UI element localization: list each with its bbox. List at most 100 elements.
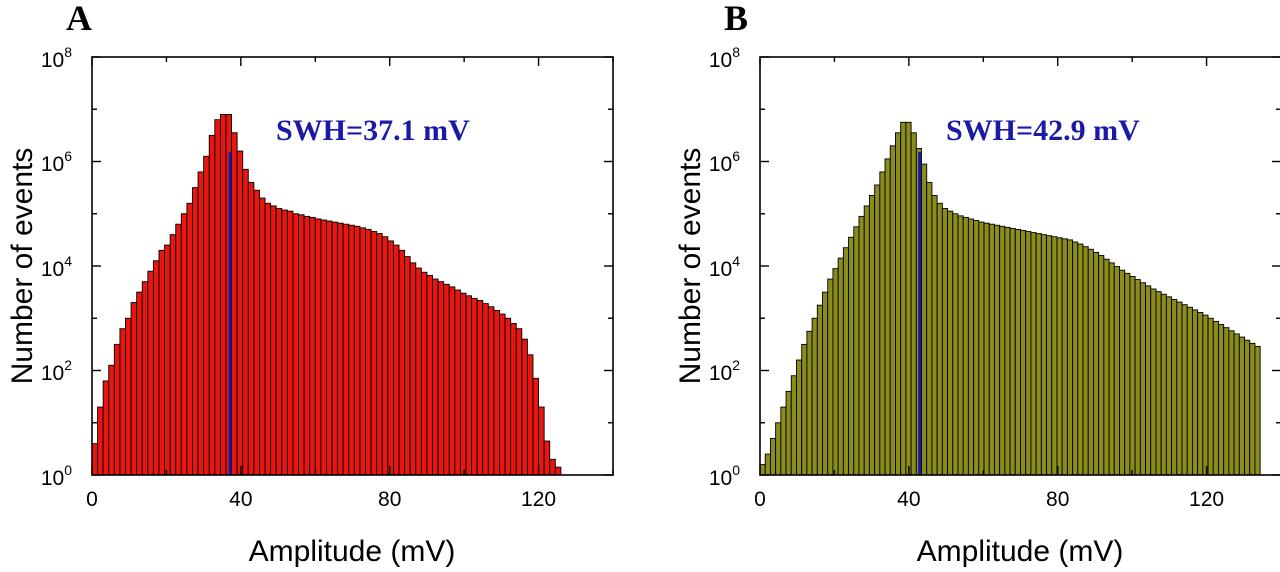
histogram-bar bbox=[510, 323, 517, 476]
histogram-bar bbox=[186, 202, 193, 476]
histogram-bar bbox=[320, 219, 327, 476]
histogram-bar bbox=[941, 208, 949, 476]
panel-b-bars bbox=[759, 121, 1261, 476]
histogram-bar bbox=[952, 213, 959, 476]
histogram-bar bbox=[331, 221, 339, 476]
histogram-bar bbox=[947, 210, 954, 476]
histogram-bar bbox=[1092, 251, 1100, 476]
histogram-bar bbox=[1014, 228, 1021, 476]
histogram-bar bbox=[275, 208, 283, 476]
panel-b-ytick-0: 100 bbox=[709, 462, 740, 490]
histogram-bar bbox=[359, 227, 366, 476]
histogram-bar bbox=[493, 309, 500, 476]
histogram-bar bbox=[1181, 304, 1188, 476]
histogram-bar bbox=[236, 150, 244, 476]
histogram-bar bbox=[1238, 336, 1245, 476]
panel-a-ticks bbox=[91, 56, 614, 476]
histogram-bar bbox=[426, 274, 433, 476]
panel-a-xtick-0: 0 bbox=[86, 488, 98, 511]
histogram-bar bbox=[931, 195, 938, 476]
histogram-bar bbox=[1244, 339, 1251, 476]
histogram-bar bbox=[554, 466, 562, 476]
histogram-bar bbox=[292, 213, 299, 476]
histogram-bar bbox=[136, 291, 143, 476]
histogram-bar bbox=[895, 132, 902, 476]
histogram-bar bbox=[1155, 291, 1162, 476]
panel-b-letter: B bbox=[724, 0, 748, 38]
panel-a-ytick-2: 102 bbox=[41, 357, 72, 385]
histogram-bar bbox=[365, 228, 372, 476]
histogram-bar bbox=[1212, 320, 1219, 476]
panel-a-y-axis-title: Number of events bbox=[6, 148, 39, 385]
histogram-bar bbox=[487, 306, 495, 476]
histogram-bar bbox=[409, 262, 417, 476]
histogram-bar bbox=[281, 209, 288, 476]
histogram-bar bbox=[1186, 306, 1193, 476]
histogram-bar bbox=[1160, 293, 1167, 476]
histogram-bar bbox=[900, 121, 907, 476]
histogram-bar bbox=[459, 292, 467, 476]
histogram-bar bbox=[1030, 232, 1037, 476]
panel-a-ytick-0: 100 bbox=[41, 462, 72, 490]
histogram-bar bbox=[1056, 237, 1063, 476]
panel-a-ytick-8: 108 bbox=[41, 44, 72, 72]
histogram-bar bbox=[1009, 227, 1016, 476]
panel-a-swh-annotation: SWH=37.1 mV bbox=[276, 114, 470, 147]
histogram-bar bbox=[1134, 279, 1141, 476]
histogram-bar bbox=[543, 440, 551, 476]
histogram-bar bbox=[521, 338, 528, 476]
histogram-bar bbox=[837, 257, 844, 476]
histogram-bar bbox=[1108, 262, 1115, 476]
histogram-bar bbox=[197, 171, 205, 476]
histogram-bar bbox=[978, 221, 985, 476]
histogram-bar bbox=[1046, 235, 1053, 476]
histogram-bar bbox=[1249, 342, 1256, 476]
histogram-bar bbox=[264, 202, 272, 476]
histogram-bar bbox=[387, 240, 394, 476]
histogram-bar bbox=[1103, 258, 1110, 476]
histogram-bar bbox=[208, 134, 216, 476]
histogram-bar bbox=[437, 281, 445, 476]
histogram-bar bbox=[957, 215, 964, 476]
panel-a-ytick-6: 106 bbox=[41, 148, 72, 176]
histogram-bar bbox=[1202, 314, 1209, 476]
panel-b-y-axis-title: Number of events bbox=[674, 148, 707, 385]
histogram-bar bbox=[443, 283, 450, 476]
panel-b-ticks bbox=[759, 56, 1280, 476]
histogram-bar bbox=[842, 247, 850, 476]
histogram-bar bbox=[868, 195, 876, 476]
histogram-bar bbox=[1040, 234, 1047, 476]
histogram-bar bbox=[214, 119, 221, 476]
histogram-bar bbox=[1066, 239, 1074, 476]
histogram-bar bbox=[1119, 269, 1126, 476]
panel-b-xtick-120: 120 bbox=[1189, 488, 1224, 511]
histogram-bar bbox=[811, 317, 818, 476]
histogram-bar bbox=[309, 216, 316, 476]
histogram-bar bbox=[164, 244, 171, 476]
histogram-bar bbox=[203, 155, 210, 476]
panel-a-xtick-40: 40 bbox=[229, 488, 252, 511]
histogram-bar bbox=[392, 244, 400, 476]
histogram-bar bbox=[353, 225, 361, 476]
panel-b: B SWH=42.9 mV 100 102 104 106 108 0 40 8… bbox=[674, 0, 1280, 568]
histogram-bar bbox=[119, 328, 126, 476]
histogram-bar bbox=[192, 187, 199, 476]
panel-b-ytick-8: 108 bbox=[709, 44, 740, 72]
histogram-bar bbox=[1197, 312, 1204, 476]
histogram-bar bbox=[1025, 231, 1032, 476]
panel-b-ytick-6: 106 bbox=[709, 148, 740, 176]
histogram-bar bbox=[999, 225, 1006, 476]
histogram-bar bbox=[381, 236, 389, 476]
histogram-bar bbox=[247, 181, 255, 476]
histogram-bar bbox=[769, 437, 777, 476]
histogram-bar bbox=[259, 197, 266, 476]
histogram-bar bbox=[785, 390, 792, 476]
histogram-bar bbox=[796, 359, 803, 476]
histogram-bar bbox=[780, 406, 787, 476]
histogram-bar bbox=[988, 223, 995, 476]
histogram-bar bbox=[1233, 333, 1240, 476]
panel-b-x-axis-title: Amplitude (mV) bbox=[917, 535, 1124, 568]
panel-b-swh-annotation: SWH=42.9 mV bbox=[946, 114, 1140, 147]
histogram-bar bbox=[967, 218, 975, 476]
